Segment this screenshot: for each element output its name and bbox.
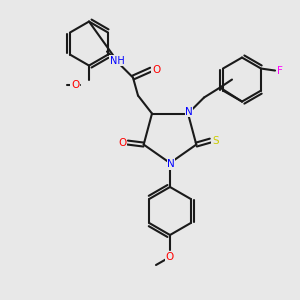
Text: O: O bbox=[118, 138, 127, 148]
Text: NH: NH bbox=[110, 56, 124, 66]
Text: O: O bbox=[71, 80, 79, 90]
Text: O: O bbox=[166, 252, 174, 262]
Text: S: S bbox=[212, 136, 219, 146]
Text: F: F bbox=[277, 66, 283, 76]
Text: N: N bbox=[167, 159, 175, 169]
Text: N: N bbox=[185, 106, 193, 117]
Text: O: O bbox=[152, 64, 160, 75]
